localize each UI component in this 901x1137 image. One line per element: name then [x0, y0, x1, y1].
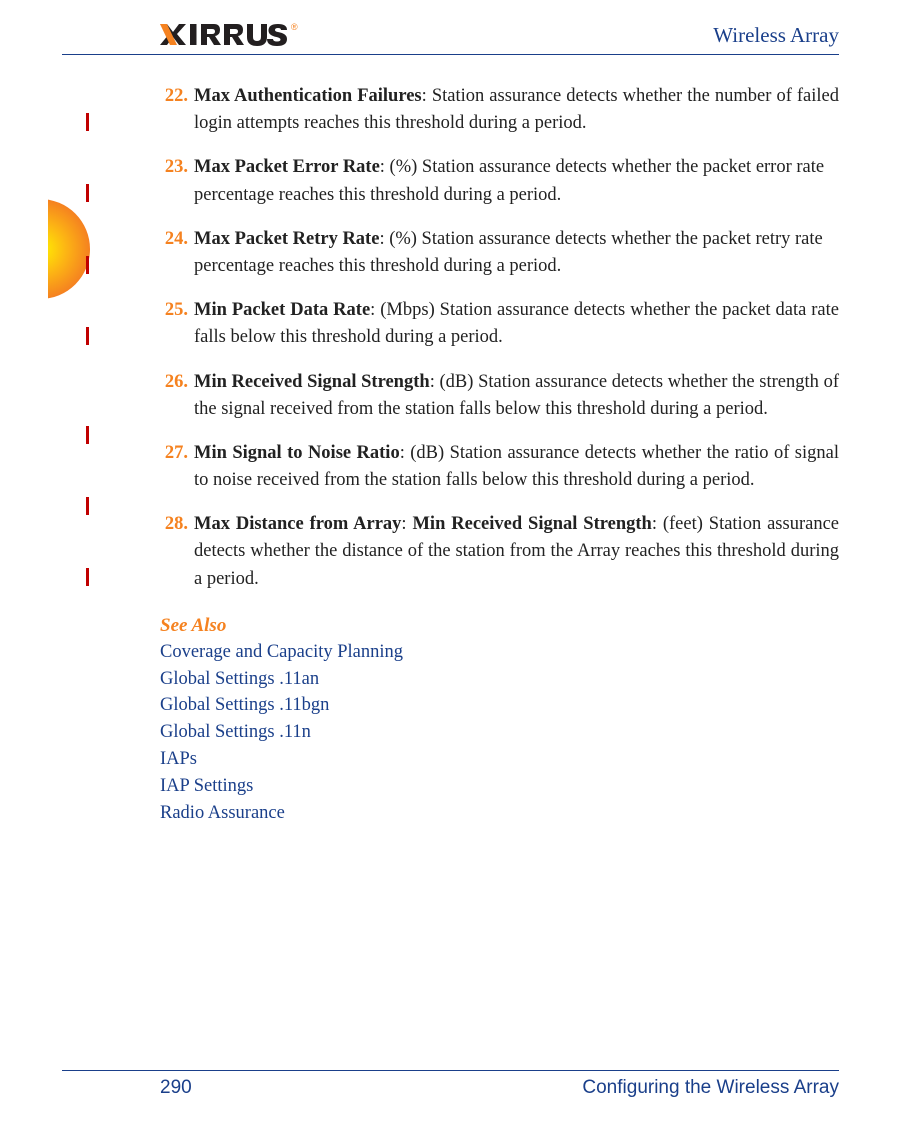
item-body: Max Distance from Array: Min Received Si… [194, 511, 839, 593]
revision-mark [86, 327, 89, 345]
see-also-link[interactable]: Radio Assurance [160, 800, 839, 827]
see-also-link[interactable]: Global Settings .11an [160, 666, 839, 693]
item-text: : [401, 514, 412, 534]
revision-mark [86, 184, 89, 202]
item-body: Max Authentication Failures: Station ass… [194, 83, 839, 137]
item-title: Max Packet Error Rate [194, 157, 380, 177]
item-body: Max Packet Retry Rate: (%) Station assur… [194, 226, 839, 280]
see-also-link[interactable]: IAP Settings [160, 773, 839, 800]
page-number: 290 [160, 1077, 192, 1099]
item-body: Min Signal to Noise Ratio: (dB) Station … [194, 440, 839, 494]
content-area: 22. Max Authentication Failures: Station… [62, 55, 839, 827]
see-also-link[interactable]: Global Settings .11n [160, 719, 839, 746]
item-number: 28. [160, 511, 194, 593]
item-title: Max Packet Retry Rate [194, 229, 379, 249]
item-title: Max Distance from Array [194, 514, 401, 534]
xirrus-logo: ® [160, 22, 300, 48]
side-tab-decoration [48, 199, 90, 299]
item-number: 23. [160, 154, 194, 208]
list-item: 22. Max Authentication Failures: Station… [160, 83, 839, 137]
list-item: 23. Max Packet Error Rate: (%) Station a… [160, 154, 839, 208]
revision-mark [86, 426, 89, 444]
footer-section: Configuring the Wireless Array [582, 1077, 839, 1099]
item-body: Min Received Signal Strength: (dB) Stati… [194, 369, 839, 423]
list-item: 27. Min Signal to Noise Ratio: (dB) Stat… [160, 440, 839, 494]
see-also-link[interactable]: Global Settings .11bgn [160, 692, 839, 719]
revision-mark [86, 497, 89, 515]
page: ® Wireless Array 22. Max Authentication … [0, 0, 901, 1137]
svg-text:®: ® [291, 22, 298, 32]
list-item: 26. Min Received Signal Strength: (dB) S… [160, 369, 839, 423]
item-body: Max Packet Error Rate: (%) Station assur… [194, 154, 839, 208]
header-title: Wireless Array [713, 23, 839, 48]
see-also-link[interactable]: IAPs [160, 746, 839, 773]
item-number: 27. [160, 440, 194, 494]
see-also-list: Coverage and Capacity Planning Global Se… [160, 639, 839, 827]
item-title: Min Signal to Noise Ratio [194, 443, 400, 463]
see-also-heading: See Also [160, 615, 839, 637]
item-number: 26. [160, 369, 194, 423]
list-item: 24. Max Packet Retry Rate: (%) Station a… [160, 226, 839, 280]
item-body: Min Packet Data Rate: (Mbps) Station ass… [194, 297, 839, 351]
item-title: Max Authentication Failures [194, 86, 422, 106]
page-footer: 290 Configuring the Wireless Array [62, 1070, 839, 1099]
list-item: 28. Max Distance from Array: Min Receive… [160, 511, 839, 593]
item-number: 24. [160, 226, 194, 280]
list-item: 25. Min Packet Data Rate: (Mbps) Station… [160, 297, 839, 351]
revision-mark [86, 568, 89, 586]
item-title: Min Packet Data Rate [194, 300, 370, 320]
item-title: Min Received Signal Strength [194, 372, 430, 392]
see-also-link[interactable]: Coverage and Capacity Planning [160, 639, 839, 666]
item-number: 22. [160, 83, 194, 137]
item-number: 25. [160, 297, 194, 351]
page-header: ® Wireless Array [62, 22, 839, 55]
revision-mark [86, 113, 89, 131]
item-title2: Min Received Signal Strength [412, 514, 651, 534]
revision-mark [86, 256, 89, 274]
